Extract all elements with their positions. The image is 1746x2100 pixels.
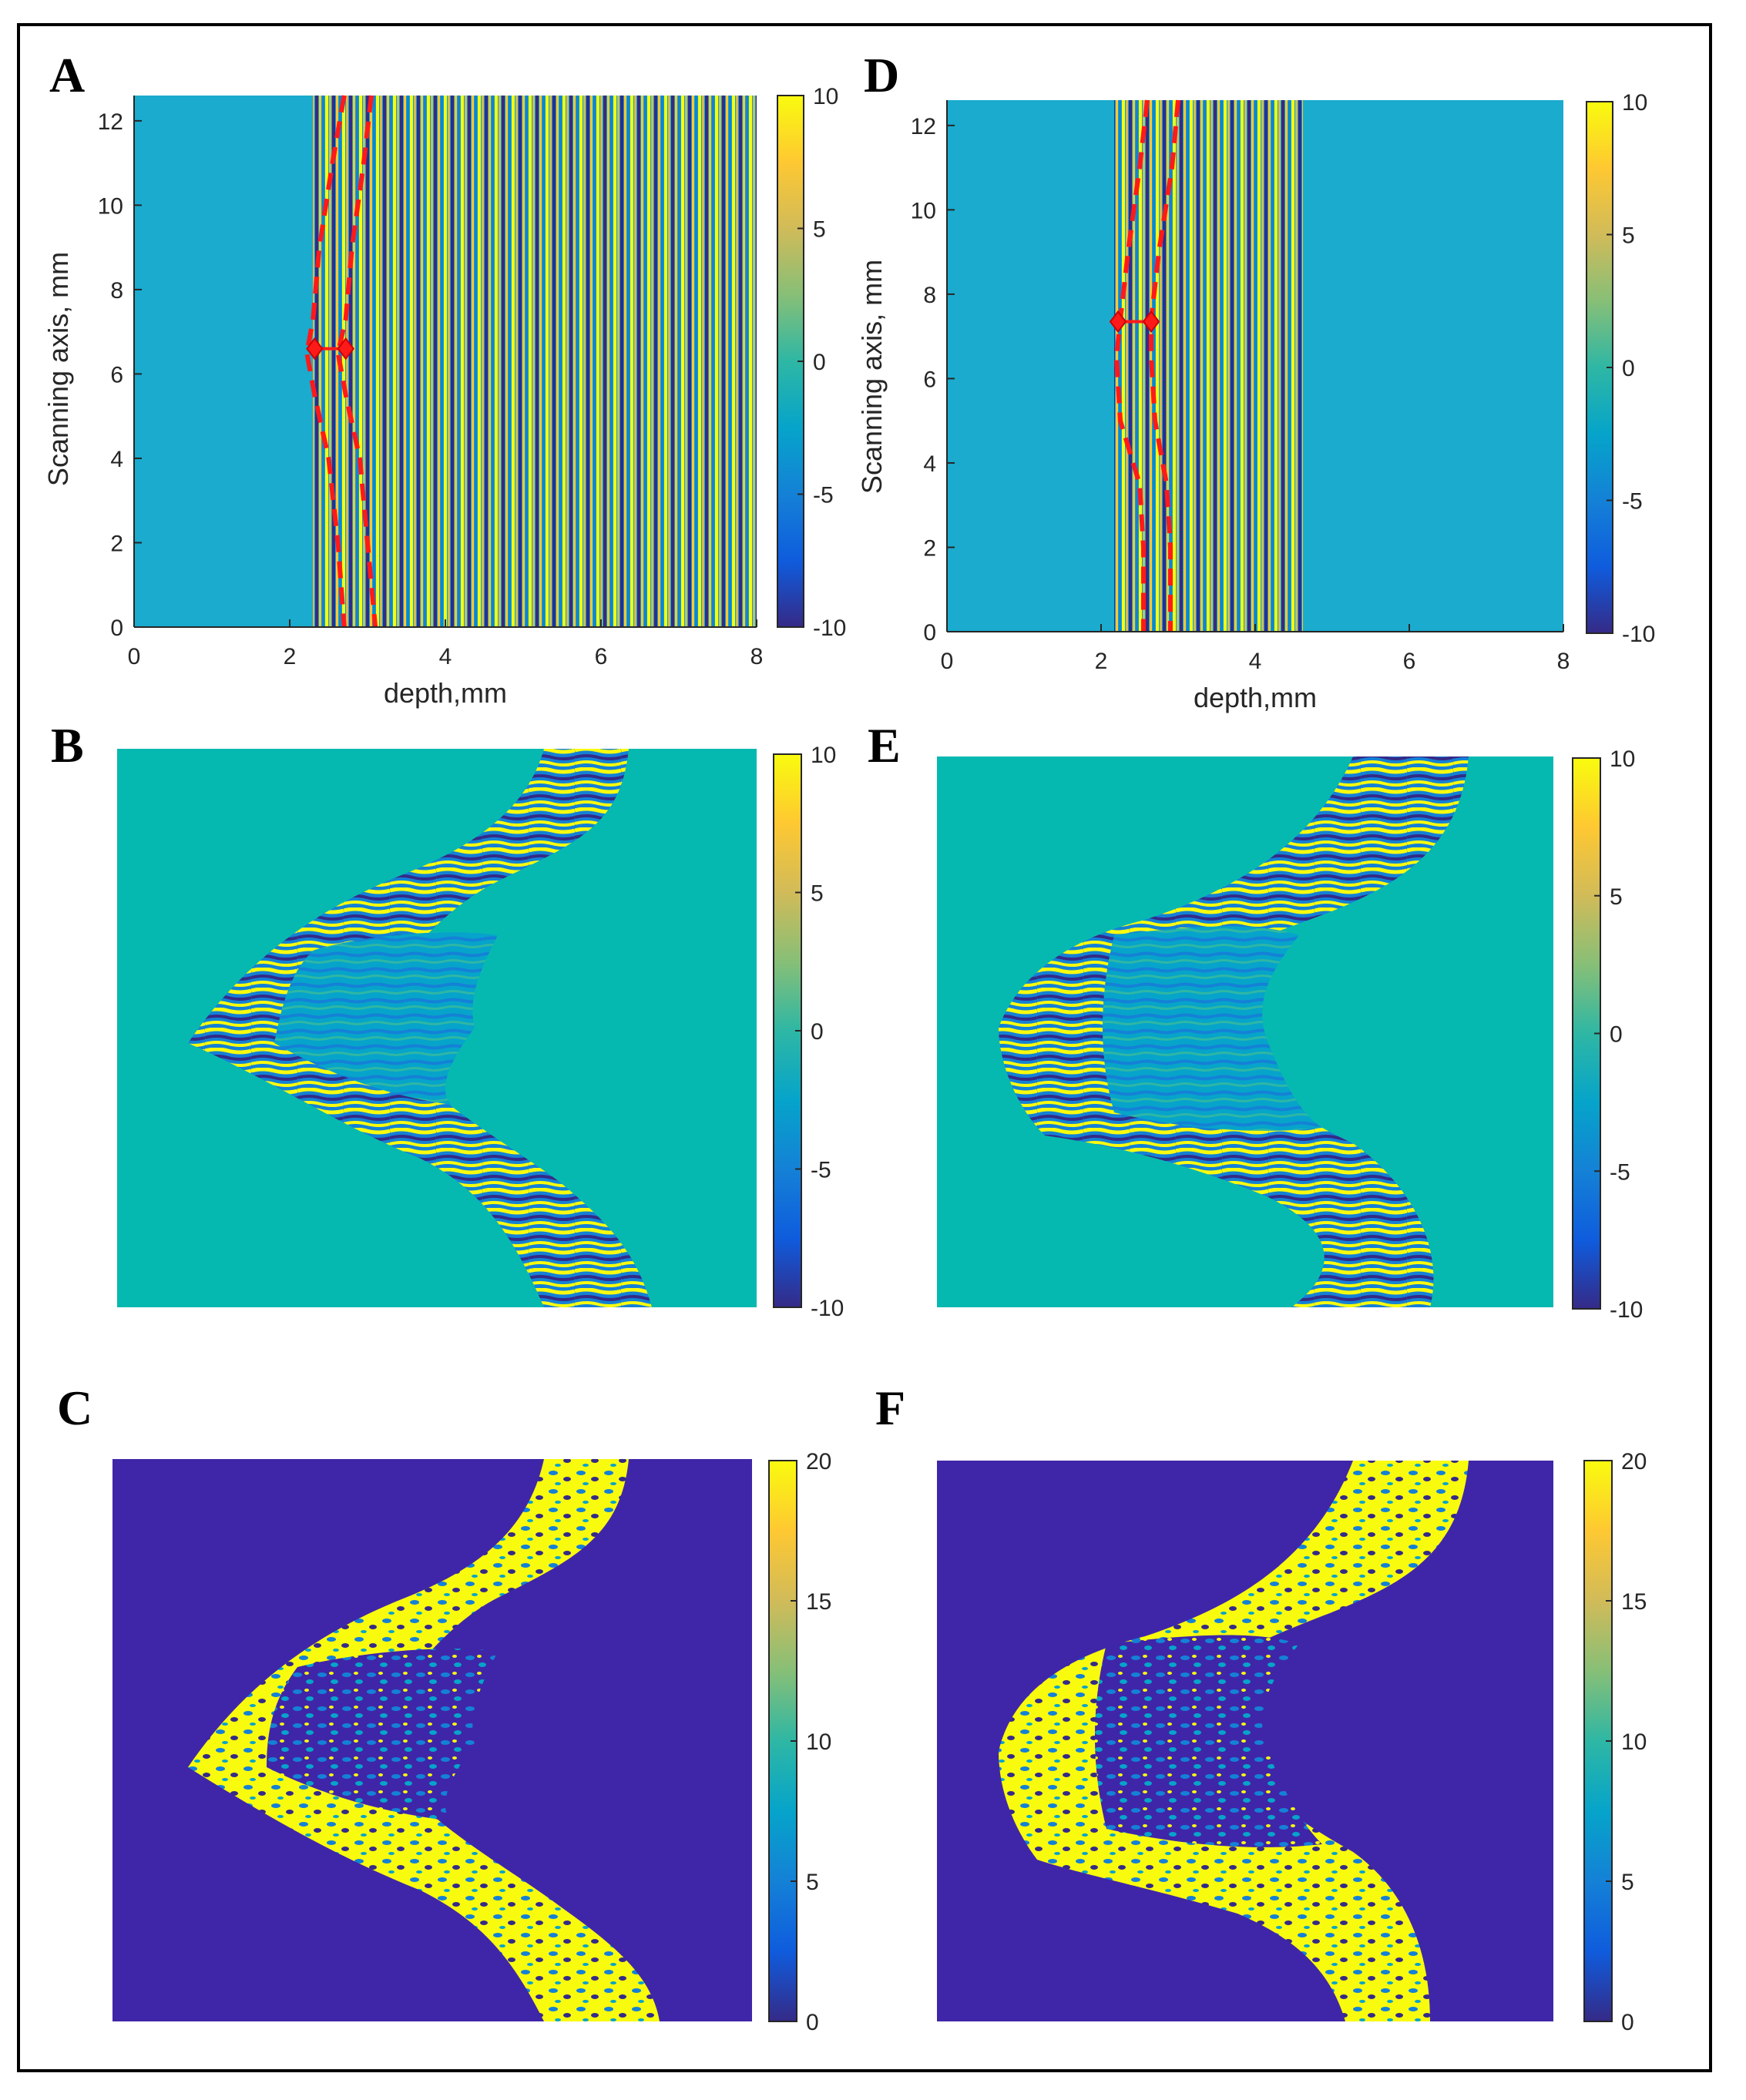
panel-a-xtick-label: 4: [439, 644, 452, 669]
panel-d-xtick-label: 2: [1095, 649, 1108, 674]
panel-d-boundary-marker: [1109, 310, 1127, 334]
panel-d-ytick-label: 6: [923, 367, 936, 392]
panel-d-boundary-line: [1149, 99, 1180, 632]
panel-a-colorbar-tick-label: -5: [813, 483, 834, 508]
panel-d-boundary-line: [1113, 99, 1150, 632]
panel-d-ytick-label: 8: [923, 283, 936, 308]
panel-a-ytick-label: 0: [110, 616, 123, 641]
panel-d-ytick-label: 0: [923, 620, 936, 646]
panel-f-colorbar-tick-label: 5: [1621, 1870, 1634, 1895]
panel-letter-c: C: [57, 1380, 92, 1435]
panel-d-boundary-marker: [1142, 310, 1160, 334]
panel-e-colorbar-tick-label: 0: [1610, 1022, 1623, 1048]
panel-a-boundary-marker: [306, 337, 324, 361]
panel-d-ytick-label: 4: [923, 451, 936, 477]
panel-d-tissue-band: [1114, 100, 1303, 632]
panel-d-xtick-label: 4: [1249, 649, 1262, 674]
panel-b-colorbar-tick-label: 10: [811, 743, 836, 768]
panel-e-colorbar-tick-label: 5: [1610, 884, 1623, 910]
panel-letter-d: D: [864, 48, 899, 102]
panel-d-colorbar-tick-label: 10: [1622, 90, 1647, 116]
panel-f-colorbar-tick-label: 0: [1621, 2010, 1634, 2035]
panel-e-segmented-region: [999, 756, 1469, 1307]
panel-b-colorbar-tick-label: 0: [811, 1019, 824, 1045]
panel-a-xtick-label: 8: [750, 644, 764, 669]
panel-d: 0 2 4 6 8 0 2 4 6 8 10 12 depth,mm Scanning axis, mm: [856, 99, 1570, 713]
panel-f-colorbar-tick-label: 15: [1621, 1589, 1647, 1615]
panel-letter-b: B: [51, 718, 84, 773]
panel-e-colorbar-tick-label: -5: [1610, 1159, 1630, 1185]
panel-a-ytick-label: 8: [110, 278, 123, 304]
panel-a-ytick-label: 12: [98, 109, 123, 135]
panel-c-colorbar-tick-label: 5: [806, 1870, 819, 1895]
panel-d-colorbar-tick-label: -5: [1622, 489, 1643, 515]
panel-a-xtick-label: 2: [284, 644, 297, 669]
panel-a-tissue-band: [313, 96, 757, 627]
panel-f: [937, 1461, 1553, 2021]
figure-frame: A D B E C F 0 2 4 6 8 0 2 4 6 8 10 12 depth,mm Scanning ax…: [17, 23, 1712, 2072]
panel-c: [112, 1459, 752, 2021]
panel-a-ylabel: Scanning axis, mm: [42, 252, 74, 486]
panel-a-ytick-label: 10: [98, 193, 123, 219]
panel-e: [937, 756, 1553, 1307]
panel-letter-e: E: [868, 718, 901, 773]
panel-c-colorbar-tick-label: 0: [806, 2010, 819, 2035]
panel-e-colorbar-tick-label: -10: [1610, 1297, 1643, 1323]
panel-f-inner-region: [1095, 1635, 1322, 1847]
panel-c-colorbar-tick-label: 10: [806, 1729, 831, 1755]
panel-c-colorbar-tick-label: 15: [806, 1589, 831, 1615]
panel-a-ytick-label: 6: [110, 362, 123, 387]
panel-f-segmented-region: [999, 1461, 1469, 2021]
panel-d-ytick-label: 10: [911, 198, 936, 223]
panel-d-ytick-label: 2: [923, 535, 936, 561]
panel-a-xtick-label: 6: [595, 644, 608, 669]
panel-a-colorbar-tick-label: 0: [813, 350, 826, 375]
panel-f-colorbar-tick-label: 20: [1621, 1449, 1647, 1474]
panel-a-boundary-marker: [337, 337, 354, 361]
colorbars: 1050-5-101050-5-101050-5-101050-5-102015…: [768, 84, 1655, 2035]
panel-a-boundary-line: [304, 95, 347, 628]
panel-e-colorbar-tick-label: 10: [1610, 746, 1635, 772]
panel-e-inner-region: [1103, 926, 1322, 1131]
panel-a-boundary-lines: [304, 95, 378, 628]
panel-b: [117, 749, 757, 1307]
panel-d-colorbar-tick-label: 0: [1622, 356, 1635, 381]
panel-a-boundary-line: [335, 95, 378, 628]
panel-d-xtick-label: 6: [1403, 649, 1416, 674]
panel-f-colorbar-tick-label: 10: [1621, 1729, 1647, 1755]
panel-a: 0 2 4 6 8 0 2 4 6 8 10 12 depth,mm Scanning axis, mm: [42, 95, 763, 709]
panel-d-ylabel: Scanning axis, mm: [856, 260, 888, 494]
panel-d-xlabel: depth,mm: [1194, 682, 1317, 713]
panel-b-segmented-region: [188, 749, 652, 1307]
panel-c-colorbar-tick-label: 20: [806, 1449, 831, 1474]
panel-b-inner-region: [274, 932, 498, 1105]
panel-d-ytick-label: 12: [911, 114, 936, 139]
panel-letter-f: F: [875, 1380, 905, 1435]
panel-d-colorbar-tick-label: 5: [1622, 223, 1635, 249]
panel-c-inner-region: [267, 1649, 498, 1821]
panel-a-xlabel: depth,mm: [384, 677, 507, 709]
panel-b-colorbar-tick-label: 5: [811, 881, 824, 907]
panel-a-colorbar-tick-label: 10: [813, 84, 838, 109]
panel-letter-a: A: [49, 48, 85, 102]
panel-b-colorbar-tick-label: -10: [811, 1296, 844, 1321]
panel-d-xtick-label: 0: [941, 649, 954, 674]
panel-a-axis-ticks: 0 2 4 6 8 0 2 4 6 8 10 12 depth,mm Scanning axis, mm: [42, 96, 763, 709]
panel-d-colorbar-tick-label: -10: [1622, 622, 1655, 647]
panel-d-boundary-lines: [1109, 99, 1180, 632]
panel-letters: A D B E C F: [49, 48, 905, 1435]
panel-a-colorbar-tick-label: -10: [813, 616, 846, 641]
figure-canvas: A D B E C F 0 2 4 6 8 0 2 4 6 8 10 12 depth,mm Scanning ax…: [42, 48, 1655, 2035]
panel-a-xtick-label: 0: [128, 644, 141, 669]
panel-a-ytick-label: 4: [110, 447, 123, 472]
panel-a-colorbar-tick-label: 5: [813, 217, 826, 243]
panel-a-ytick-label: 2: [110, 531, 123, 556]
panel-b-colorbar-tick-label: -5: [811, 1158, 831, 1183]
panel-d-axis-ticks: 0 2 4 6 8 0 2 4 6 8 10 12 depth,mm Scanning axis, mm: [856, 100, 1570, 713]
panel-d-xtick-label: 8: [1557, 649, 1570, 674]
